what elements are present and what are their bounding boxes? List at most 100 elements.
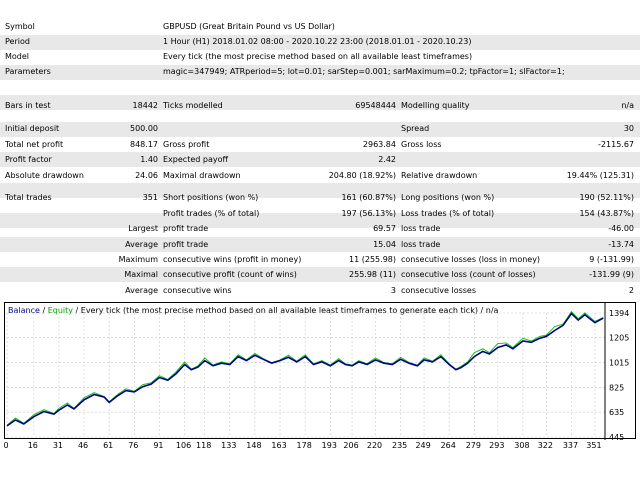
row-band-7 [0, 237, 640, 252]
x-tick-label: 308 [514, 441, 530, 450]
x-tick-label: 16 [27, 441, 38, 450]
legend-separator: / [39, 306, 48, 315]
y-tick-label: 445 [609, 433, 624, 440]
profit_trades-value: 197 (56.13%) [341, 209, 396, 218]
row-label: Period [5, 37, 30, 46]
total_trades-value: 351 [142, 193, 158, 202]
row-value: magic=347949; ATRperiod=5; lot=0.01; sar… [163, 67, 565, 76]
row-value: 1 Hour (H1) 2018.01.02 08:00 - 2020.10.2… [163, 37, 472, 46]
row-band-4 [0, 152, 640, 167]
average_loss-value: -13.74 [608, 240, 634, 249]
maximal_label: Maximal [124, 270, 158, 279]
loss_trades-value: 154 (43.87%) [579, 209, 634, 218]
balance-chart: Balance / Equity / Every tick (the most … [4, 302, 636, 440]
row-band-6 [0, 213, 640, 228]
modelling_quality-value: n/a [621, 101, 634, 110]
largest_loss-label: loss trade [401, 224, 441, 233]
average_profit-label: profit trade [163, 240, 209, 249]
series-line-balance [6, 312, 604, 427]
x-tick-label: 322 [537, 441, 553, 450]
largest_profit-label: profit trade [163, 224, 209, 233]
y-tick-label: 1015 [609, 359, 629, 368]
x-tick-label: 91 [153, 441, 164, 450]
row-band-1 [0, 65, 640, 80]
maximal_cons_loss-value: -131.99 (9) [589, 270, 634, 279]
largest_loss-value: -46.00 [608, 224, 634, 233]
max_cons_wins-label: consecutive wins (profit in money) [163, 255, 302, 264]
legend-balance: Balance [8, 306, 40, 315]
short_positions-label: Short positions (won %) [163, 193, 259, 202]
absolute_drawdown-label: Absolute drawdown [5, 171, 84, 180]
modelling_quality-label: Modelling quality [401, 101, 470, 110]
largest_profit-value: 69.57 [373, 224, 396, 233]
short_positions-value: 161 (60.87%) [341, 193, 396, 202]
series-line-equity [6, 310, 604, 426]
legend-description: / Every tick (the most precise method ba… [72, 306, 499, 315]
row-label: Symbol [5, 22, 35, 31]
chart-legend: Balance / Equity / Every tick (the most … [8, 306, 498, 316]
x-tick-label: 106 [175, 441, 192, 450]
bars_in_test-label: Bars in test [5, 101, 51, 110]
max_cons_losses-label: consecutive losses (loss in money) [401, 255, 541, 264]
spread-label: Spread [401, 124, 430, 133]
bars_in_test-value: 18442 [132, 101, 158, 110]
average_loss-label: loss trade [401, 240, 441, 249]
x-tick-label: 351 [586, 441, 602, 450]
profit_factor-value: 1.40 [140, 155, 158, 164]
legend-equity: Equity [47, 306, 73, 315]
average_label: Average [125, 240, 158, 249]
row-band-5 [0, 183, 640, 198]
relative_drawdown-label: Relative drawdown [401, 171, 478, 180]
row-label: Model [5, 52, 30, 61]
x-tick-label: 293 [489, 441, 505, 450]
x-tick-label: 206 [343, 441, 359, 450]
x-tick-label: 76 [128, 441, 139, 450]
average2_label: Average [125, 286, 158, 295]
x-tick-label: 0 [3, 441, 9, 450]
x-tick-label: 61 [103, 441, 114, 450]
x-tick-label: 31 [52, 441, 64, 450]
y-tick-label: 825 [609, 383, 624, 392]
max_cons_losses-value: 9 (-131.99) [589, 255, 634, 264]
row-value: Every tick (the most precise method base… [163, 52, 473, 61]
x-tick-label: 337 [562, 441, 579, 450]
x-tick-label: 133 [221, 441, 237, 450]
x-tick-label: 249 [415, 441, 431, 450]
avg_cons_losses-value: 2 [628, 286, 634, 295]
avg_cons_wins-label: consecutive wins [163, 286, 232, 295]
gross_loss-label: Gross loss [401, 140, 442, 149]
gross_profit-value: 2963.84 [362, 140, 396, 149]
gross_profit-label: Gross profit [163, 140, 210, 149]
row-band-0 [0, 35, 640, 50]
x-tick-label: 264 [440, 441, 456, 450]
x-tick-label: 46 [77, 441, 89, 450]
y-tick-label: 1394 [609, 309, 629, 318]
total_trades-label: Total trades [5, 193, 52, 202]
expected_payoff-value: 2.42 [378, 155, 396, 164]
long_positions-value: 190 (52.11%) [579, 193, 634, 202]
total_net_profit-label: Total net profit [5, 140, 64, 149]
relative_drawdown-value: 19.44% (125.31) [566, 171, 634, 180]
maximal_drawdown-value: 204.80 (18.92%) [328, 171, 396, 180]
row-band-3 [0, 122, 640, 137]
spread-value: 30 [623, 124, 634, 133]
maximum_label: Maximum [118, 255, 158, 264]
maximal_drawdown-label: Maximal drawdown [163, 171, 241, 180]
maximal_cons_loss-label: consecutive loss (count of losses) [401, 270, 536, 279]
total_net_profit-value: 848.17 [130, 140, 158, 149]
x-tick-label: 193 [321, 441, 337, 450]
largest_label: Largest [128, 224, 158, 233]
max_cons_wins-value: 11 (255.98) [349, 255, 396, 264]
row-band-2 [0, 95, 640, 110]
row-value: GBPUSD (Great Britain Pound vs US Dollar… [163, 22, 335, 31]
y-tick-label: 1205 [609, 334, 629, 343]
absolute_drawdown-value: 24.06 [135, 171, 158, 180]
initial_deposit-value: 500.00 [130, 124, 158, 133]
expected_payoff-label: Expected payoff [163, 155, 228, 164]
x-tick-label: 148 [246, 441, 262, 450]
ticks_modelled-value: 69548444 [355, 101, 396, 110]
row-label: Parameters [5, 67, 51, 76]
average_profit-value: 15.04 [373, 240, 396, 249]
avg_cons_wins-value: 3 [390, 286, 396, 295]
x-tick-label: 235 [392, 441, 408, 450]
